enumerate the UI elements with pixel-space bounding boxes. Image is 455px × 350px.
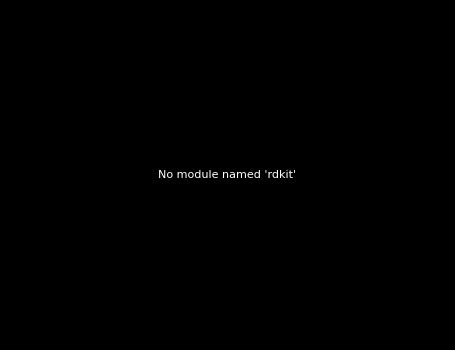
- Text: No module named 'rdkit': No module named 'rdkit': [158, 170, 297, 180]
